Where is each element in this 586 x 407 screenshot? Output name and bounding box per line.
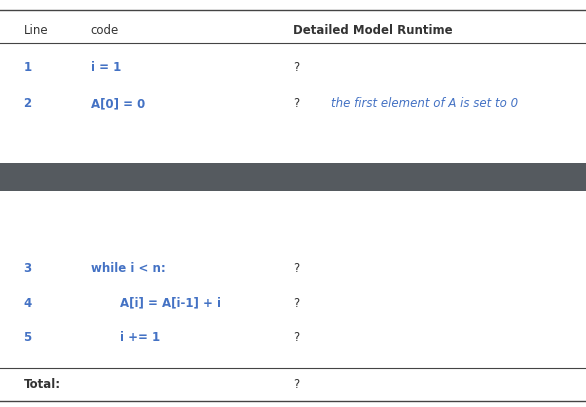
FancyBboxPatch shape — [0, 163, 586, 191]
Text: ?: ? — [293, 378, 299, 391]
Text: 3: 3 — [23, 262, 32, 275]
Text: ?: ? — [293, 97, 299, 110]
Text: ?: ? — [293, 61, 299, 74]
Text: code: code — [91, 24, 119, 37]
Text: Detailed Model Runtime: Detailed Model Runtime — [293, 24, 452, 37]
Text: 1: 1 — [23, 61, 32, 74]
Text: 4: 4 — [23, 297, 32, 310]
Text: i = 1: i = 1 — [91, 61, 121, 74]
Text: 5: 5 — [23, 331, 32, 344]
Text: Total:: Total: — [23, 378, 60, 391]
Text: 2: 2 — [23, 97, 32, 110]
Text: ?: ? — [293, 262, 299, 275]
Text: A[i] = A[i-1] + i: A[i] = A[i-1] + i — [120, 297, 221, 310]
Text: the first element of A is set to 0: the first element of A is set to 0 — [331, 97, 518, 110]
Text: Line: Line — [23, 24, 48, 37]
Text: while i < n:: while i < n: — [91, 262, 166, 275]
Text: A[0] = 0: A[0] = 0 — [91, 97, 145, 110]
Text: ?: ? — [293, 297, 299, 310]
Text: i += 1: i += 1 — [120, 331, 160, 344]
Text: ?: ? — [293, 331, 299, 344]
